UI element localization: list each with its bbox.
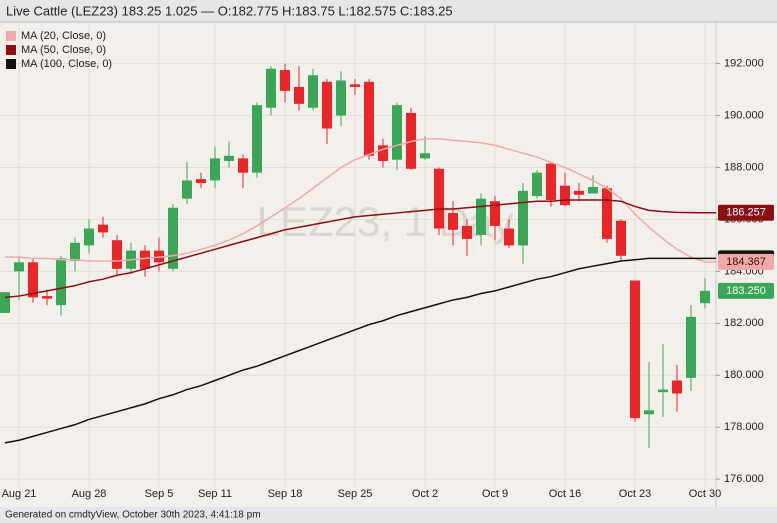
- candle-body: [98, 224, 108, 233]
- candle-body: [14, 262, 24, 272]
- legend-label: MA (20, Close, 0): [21, 30, 106, 42]
- candle-body: [322, 81, 332, 129]
- candle-body: [70, 242, 80, 261]
- footer: Generated on cmdtyView, October 30th 202…: [5, 510, 261, 521]
- candle-body: [616, 220, 626, 256]
- candle-body: [560, 185, 570, 206]
- footer-bar: [0, 507, 777, 523]
- price-label: 186.257: [726, 207, 766, 219]
- candle-body: [476, 198, 486, 236]
- x-tick-label: Sep 18: [268, 488, 303, 500]
- legend-swatch: [6, 45, 16, 55]
- candle-body: [658, 389, 668, 393]
- x-tick-label: Sep 11: [198, 488, 232, 500]
- price-label: 184.367: [726, 256, 766, 268]
- candle-body: [574, 190, 584, 195]
- candle-body: [462, 225, 472, 239]
- chart-title: Live Cattle (LEZ23) 183.25 1.025 — O:182…: [6, 3, 453, 18]
- candle-body: [42, 296, 52, 299]
- candle-body: [294, 86, 304, 104]
- candle-body: [238, 158, 248, 173]
- candle-body: [532, 172, 542, 197]
- x-tick-label: Aug 28: [72, 488, 107, 500]
- candle-body: [378, 145, 388, 161]
- candle-body: [112, 240, 122, 269]
- x-tick-label: Oct 2: [412, 488, 438, 500]
- candle-body: [672, 380, 682, 394]
- candle-body: [224, 155, 234, 161]
- candle-body: [84, 228, 94, 246]
- candle-body: [336, 80, 346, 116]
- candle-body: [350, 84, 360, 87]
- x-tick-label: Oct 16: [549, 488, 581, 500]
- candle-body: [490, 201, 500, 226]
- candle-body: [140, 250, 150, 269]
- x-tick-label: Aug 21: [2, 488, 37, 500]
- candle-body: [392, 105, 402, 160]
- candle-body: [504, 228, 514, 246]
- ma-line: [4, 199, 716, 299]
- y-tick-label: 190.000: [724, 109, 764, 121]
- x-tick-label: Oct 23: [619, 488, 651, 500]
- legend-swatch: [6, 59, 16, 69]
- x-tick-label: Oct 9: [482, 488, 508, 500]
- candle-body: [686, 316, 696, 378]
- watermark: LEZ23, 1 Day: [257, 198, 514, 245]
- price-label-box: [718, 282, 774, 299]
- candle-body: [602, 188, 612, 239]
- candle-body: [630, 280, 640, 419]
- ma-line: [4, 257, 716, 444]
- candle-body: [644, 410, 654, 415]
- candle-body: [182, 180, 192, 199]
- candle-body: [0, 292, 10, 313]
- candle-body: [308, 75, 318, 108]
- candle-body: [210, 158, 220, 181]
- candle-body: [280, 70, 290, 91]
- candle-body: [364, 81, 374, 156]
- candle-body: [546, 163, 556, 200]
- y-tick-label: 176.000: [724, 473, 764, 485]
- y-tick-label: 182.000: [724, 317, 764, 329]
- candle-body: [588, 186, 598, 194]
- legend-swatch: [6, 31, 16, 41]
- candle-body: [266, 68, 276, 108]
- candle-body: [700, 290, 710, 304]
- candle-body: [420, 153, 430, 159]
- x-tick-label: Oct 30: [689, 488, 721, 500]
- y-tick-label: 178.000: [724, 421, 764, 433]
- y-tick-label: 192.000: [724, 57, 764, 69]
- candle-body: [28, 262, 38, 298]
- price-label-box: [718, 204, 774, 221]
- y-tick-label: 180.000: [724, 369, 764, 381]
- candle-body: [518, 190, 528, 246]
- price-label-box: [718, 253, 774, 270]
- candle-body: [56, 258, 66, 306]
- candle-body: [448, 212, 458, 230]
- header-bar: [0, 0, 777, 22]
- legend-label: MA (100, Close, 0): [21, 58, 112, 70]
- ma-line: [5, 138, 716, 263]
- price-label: 183.250: [726, 285, 766, 297]
- candle-body: [196, 179, 206, 184]
- x-tick-label: Sep 5: [145, 488, 174, 500]
- x-tick-label: Sep 25: [338, 488, 373, 500]
- y-tick-label: 188.000: [724, 161, 764, 173]
- candle-body: [252, 105, 262, 173]
- candle-body: [434, 168, 444, 229]
- legend-label: MA (50, Close, 0): [21, 44, 106, 56]
- candle-body: [168, 207, 178, 269]
